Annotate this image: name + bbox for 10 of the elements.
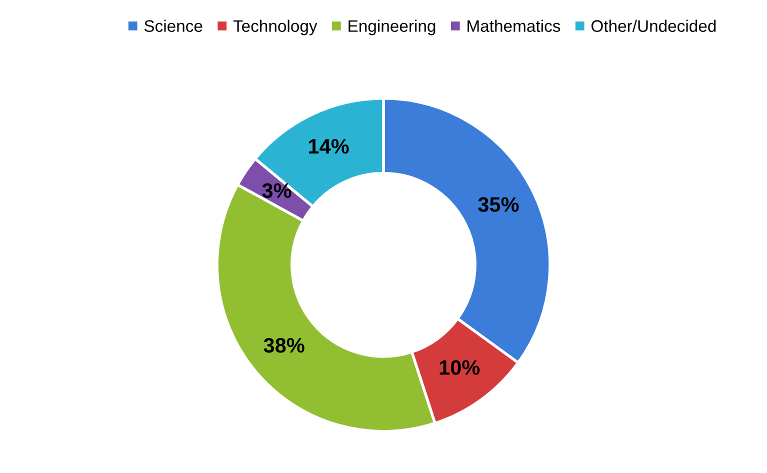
data-label: 14%	[309, 139, 349, 154]
legend-label: Science	[144, 20, 202, 32]
data-label: 35%	[478, 197, 519, 212]
legend-label: Technology	[233, 20, 318, 36]
legend-label: Other/Undecided	[591, 20, 716, 32]
legend-label: Mathematics	[468, 20, 560, 32]
legend-label: Engineering	[348, 20, 436, 36]
data-label: 10%	[440, 360, 480, 375]
data-label: 38%	[264, 338, 304, 353]
data-label: 3%	[262, 183, 292, 198]
